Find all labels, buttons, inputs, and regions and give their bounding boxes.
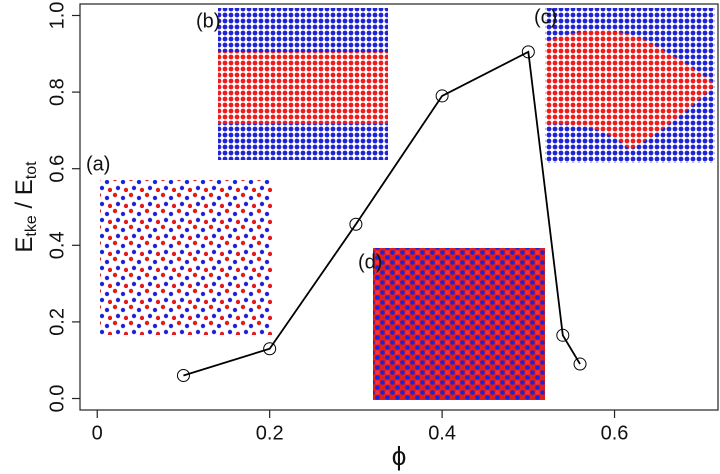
y-axis-label: Etke / Etot	[11, 161, 40, 253]
x-axis-label: ϕ	[392, 441, 407, 471]
inset-label: (a)	[86, 153, 110, 175]
y-tick-label: 0.6	[46, 155, 68, 183]
x-tick-label: 0.2	[256, 422, 284, 444]
inset-label: (c)	[534, 6, 557, 28]
inset-d	[373, 248, 545, 400]
y-label-part: / E	[11, 179, 38, 215]
inset-b	[218, 8, 388, 160]
marker	[349, 217, 363, 231]
y-tick-label: 0.0	[46, 385, 68, 413]
marker	[521, 45, 535, 59]
inset-c	[545, 8, 715, 163]
y-tick-label: 0.8	[46, 78, 68, 106]
inset-a	[100, 180, 272, 335]
inset-label: (b)	[196, 10, 220, 32]
y-tick-label: 1.0	[46, 2, 68, 30]
marker	[435, 89, 449, 103]
marker	[176, 369, 190, 383]
y-tick-label: 0.2	[46, 308, 68, 336]
line	[183, 50, 581, 377]
x-tick-label: 0	[92, 422, 103, 444]
marker	[556, 328, 570, 342]
marker	[263, 342, 277, 356]
y-label-sub: tke	[23, 215, 40, 236]
marker	[573, 357, 587, 371]
plot-frame	[79, 3, 719, 411]
x-tick-label: 0.4	[428, 422, 456, 444]
y-tick-label: 0.4	[46, 231, 68, 259]
inset-label: (d)	[358, 251, 382, 273]
y-label-part: E	[11, 237, 38, 253]
x-tick-label: 0.6	[601, 422, 629, 444]
y-label-sub: tot	[23, 161, 40, 179]
